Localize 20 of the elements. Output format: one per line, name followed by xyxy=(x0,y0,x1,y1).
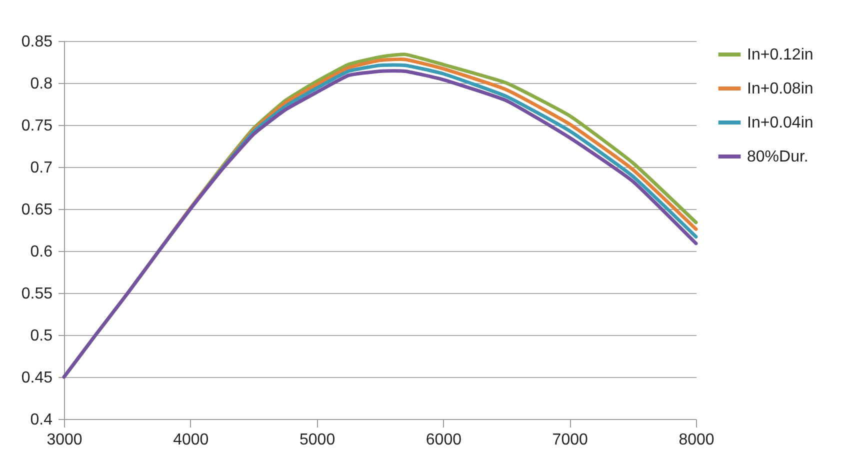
x-tick-label: 6000 xyxy=(426,432,462,448)
y-tick-label: 0.5 xyxy=(30,328,53,344)
y-tick-label: 0.55 xyxy=(21,286,53,302)
y-tick-label: 0.85 xyxy=(21,34,53,50)
x-tick-label: 5000 xyxy=(300,432,336,448)
y-tick-label: 0.7 xyxy=(30,160,53,176)
y-tick-label: 0.4 xyxy=(30,412,53,428)
y-tick-label: 0.45 xyxy=(21,370,53,386)
x-tick-label: 4000 xyxy=(173,432,209,448)
x-tick-label: 7000 xyxy=(552,432,588,448)
legend-label: In+0.12in xyxy=(747,46,814,64)
y-tick-label: 0.6 xyxy=(30,244,53,260)
y-tick-label: 0.65 xyxy=(21,202,53,218)
legend-label: In+0.08in xyxy=(747,80,814,98)
legend-label: 80%Dur. xyxy=(747,148,808,166)
y-tick-label: 0.75 xyxy=(21,118,53,134)
y-tick-label: 0.8 xyxy=(30,76,53,92)
x-tick-label: 8000 xyxy=(678,432,714,448)
legend-label: In+0.04in xyxy=(747,114,814,132)
x-tick-label: 3000 xyxy=(46,432,82,448)
